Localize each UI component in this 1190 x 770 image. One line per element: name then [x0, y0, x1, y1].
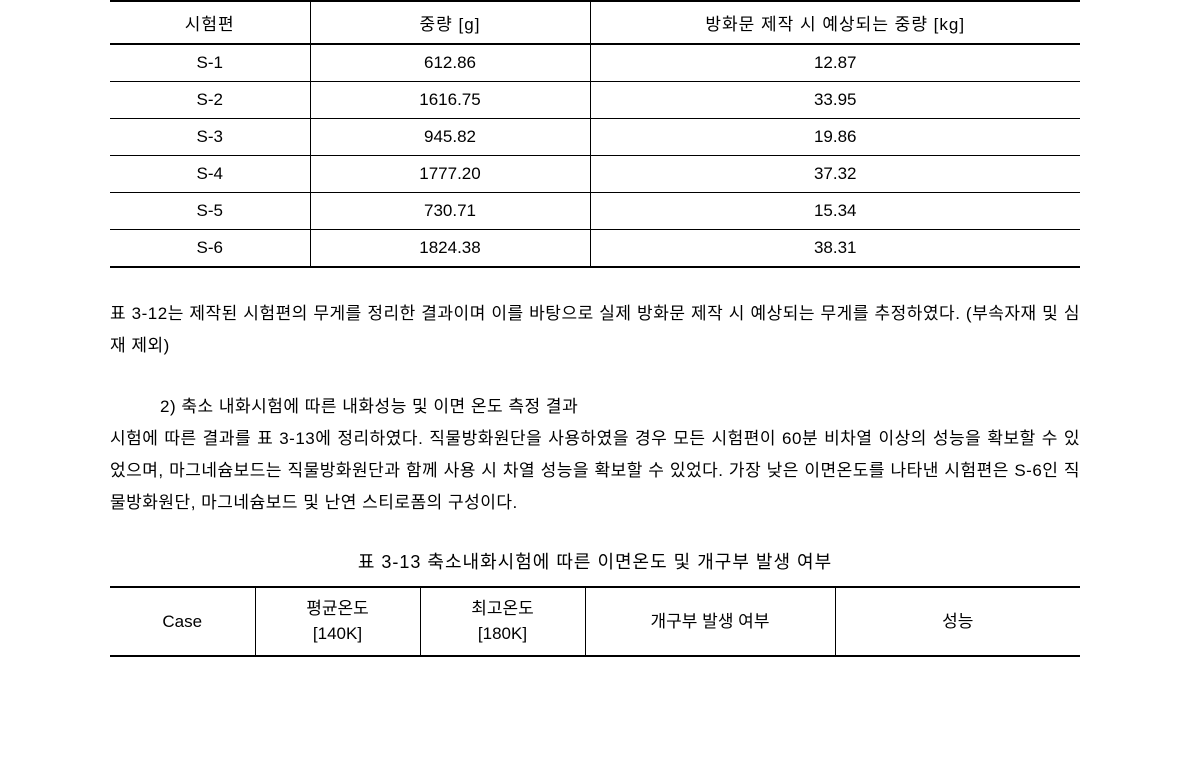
table2-caption: 표 3-13 축소내화시험에 따른 이면온도 및 개구부 발생 여부 — [110, 548, 1080, 574]
paragraph-test-results: 시험에 따른 결과를 표 3-13에 정리하였다. 직물방화원단을 사용하였을 … — [110, 423, 1080, 520]
cell-expected-weight: 12.87 — [590, 44, 1080, 82]
fire-test-results-table: Case 평균온도 [140K] 최고온도 [180K] 개구부 발생 여부 성… — [110, 586, 1080, 657]
header-weight-g: 중량 [g] — [310, 1, 590, 44]
header-opening: 개구부 발생 여부 — [585, 587, 835, 656]
table-row: S-41777.2037.32 — [110, 156, 1080, 193]
specimen-weight-table: 시험편 중량 [g] 방화문 제작 시 예상되는 중량 [kg] S-1612.… — [110, 0, 1080, 268]
cell-expected-weight: 33.95 — [590, 82, 1080, 119]
cell-expected-weight: 15.34 — [590, 193, 1080, 230]
header-specimen: 시험편 — [110, 1, 310, 44]
cell-weight: 945.82 — [310, 119, 590, 156]
cell-specimen: S-3 — [110, 119, 310, 156]
table-row: S-1612.8612.87 — [110, 44, 1080, 82]
cell-specimen: S-6 — [110, 230, 310, 268]
cell-specimen: S-1 — [110, 44, 310, 82]
cell-weight: 730.71 — [310, 193, 590, 230]
subsection-heading: 2) 축소 내화시험에 따른 내화성능 및 이면 온도 측정 결과 — [110, 391, 1080, 423]
header-avg-temp: 평균온도 [140K] — [255, 587, 420, 656]
table2-header-row: Case 평균온도 [140K] 최고온도 [180K] 개구부 발생 여부 성… — [110, 587, 1080, 656]
cell-specimen: S-5 — [110, 193, 310, 230]
table-header-row: 시험편 중량 [g] 방화문 제작 시 예상되는 중량 [kg] — [110, 1, 1080, 44]
header-case: Case — [110, 587, 255, 656]
table-row: S-3945.8219.86 — [110, 119, 1080, 156]
paragraph-table-description: 표 3-12는 제작된 시험편의 무게를 정리한 결과이며 이를 바탕으로 실제… — [110, 298, 1080, 363]
table-row: S-61824.3838.31 — [110, 230, 1080, 268]
cell-expected-weight: 38.31 — [590, 230, 1080, 268]
table1-body: S-1612.8612.87S-21616.7533.95S-3945.8219… — [110, 44, 1080, 267]
cell-expected-weight: 37.32 — [590, 156, 1080, 193]
cell-specimen: S-2 — [110, 82, 310, 119]
cell-expected-weight: 19.86 — [590, 119, 1080, 156]
header-expected-weight-kg: 방화문 제작 시 예상되는 중량 [kg] — [590, 1, 1080, 44]
cell-weight: 1777.20 — [310, 156, 590, 193]
document-page: 시험편 중량 [g] 방화문 제작 시 예상되는 중량 [kg] S-1612.… — [0, 0, 1190, 657]
cell-weight: 612.86 — [310, 44, 590, 82]
cell-weight: 1616.75 — [310, 82, 590, 119]
cell-specimen: S-4 — [110, 156, 310, 193]
table-row: S-5730.7115.34 — [110, 193, 1080, 230]
cell-weight: 1824.38 — [310, 230, 590, 268]
table-row: S-21616.7533.95 — [110, 82, 1080, 119]
header-performance: 성능 — [835, 587, 1080, 656]
header-max-temp: 최고온도 [180K] — [420, 587, 585, 656]
